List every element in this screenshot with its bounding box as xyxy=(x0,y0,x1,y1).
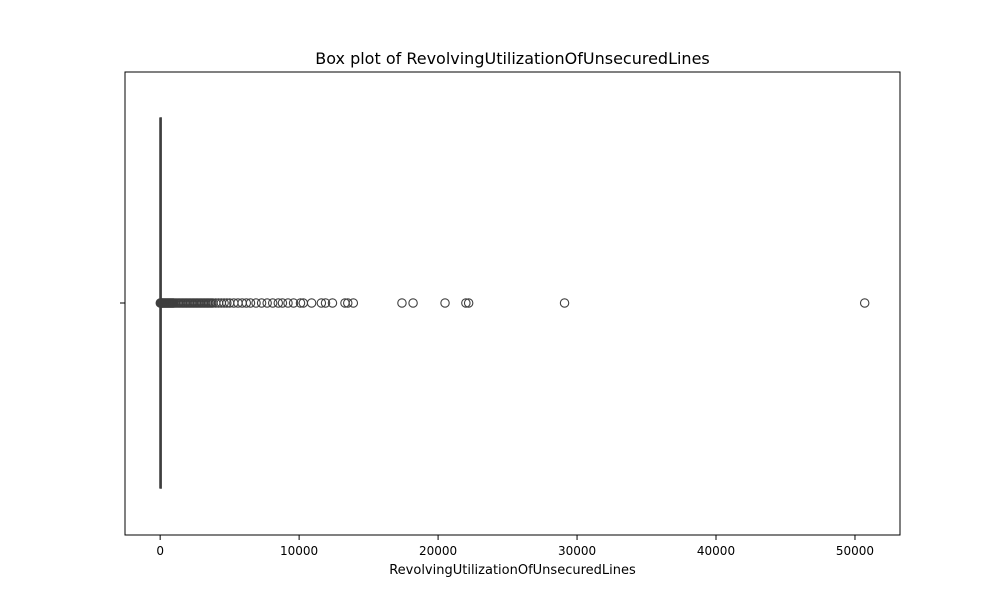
outlier-point xyxy=(288,298,299,308)
outlier-point xyxy=(283,298,293,308)
outlier-layer xyxy=(155,298,870,308)
outlier-point xyxy=(306,298,317,308)
outlier-point xyxy=(343,298,353,308)
x-tick-label: 40000 xyxy=(697,544,735,558)
outlier-point xyxy=(295,298,306,308)
x-axis-label: RevolvingUtilizationOfUnsecuredLines xyxy=(389,563,636,578)
outlier-point xyxy=(327,298,338,308)
x-tick-label: 50000 xyxy=(836,544,874,558)
outlier-point xyxy=(222,298,232,308)
outlier-point xyxy=(559,298,570,308)
outlier-point xyxy=(440,298,450,308)
outlier-point xyxy=(320,298,331,308)
outlier-point xyxy=(262,298,272,308)
outlier-point xyxy=(245,298,256,308)
outlier-point xyxy=(241,298,252,308)
x-axis-ticks: 0 10000 20000 30000 40000 50000 xyxy=(156,535,874,558)
x-tick-label: 10000 xyxy=(280,544,318,558)
outlier-point xyxy=(397,298,407,308)
outlier-point xyxy=(267,298,278,308)
outlier-point xyxy=(408,298,418,308)
outlier-point xyxy=(348,298,359,308)
outlier-point xyxy=(256,298,267,308)
outlier-point xyxy=(273,298,284,308)
outlier-point xyxy=(277,298,288,308)
x-tick-label: 20000 xyxy=(419,544,457,558)
chart-title: Box plot of RevolvingUtilizationOfUnsecu… xyxy=(315,49,710,68)
outlier-point xyxy=(461,298,471,308)
outlier-point xyxy=(859,298,870,308)
outlier-point xyxy=(219,298,229,308)
plot-area-frame xyxy=(124,71,901,536)
x-tick-label: 0 xyxy=(156,544,164,558)
x-tick-label: 30000 xyxy=(558,544,596,558)
outlier-point xyxy=(463,298,474,308)
outlier-point xyxy=(316,298,327,308)
outlier-point xyxy=(251,298,261,308)
